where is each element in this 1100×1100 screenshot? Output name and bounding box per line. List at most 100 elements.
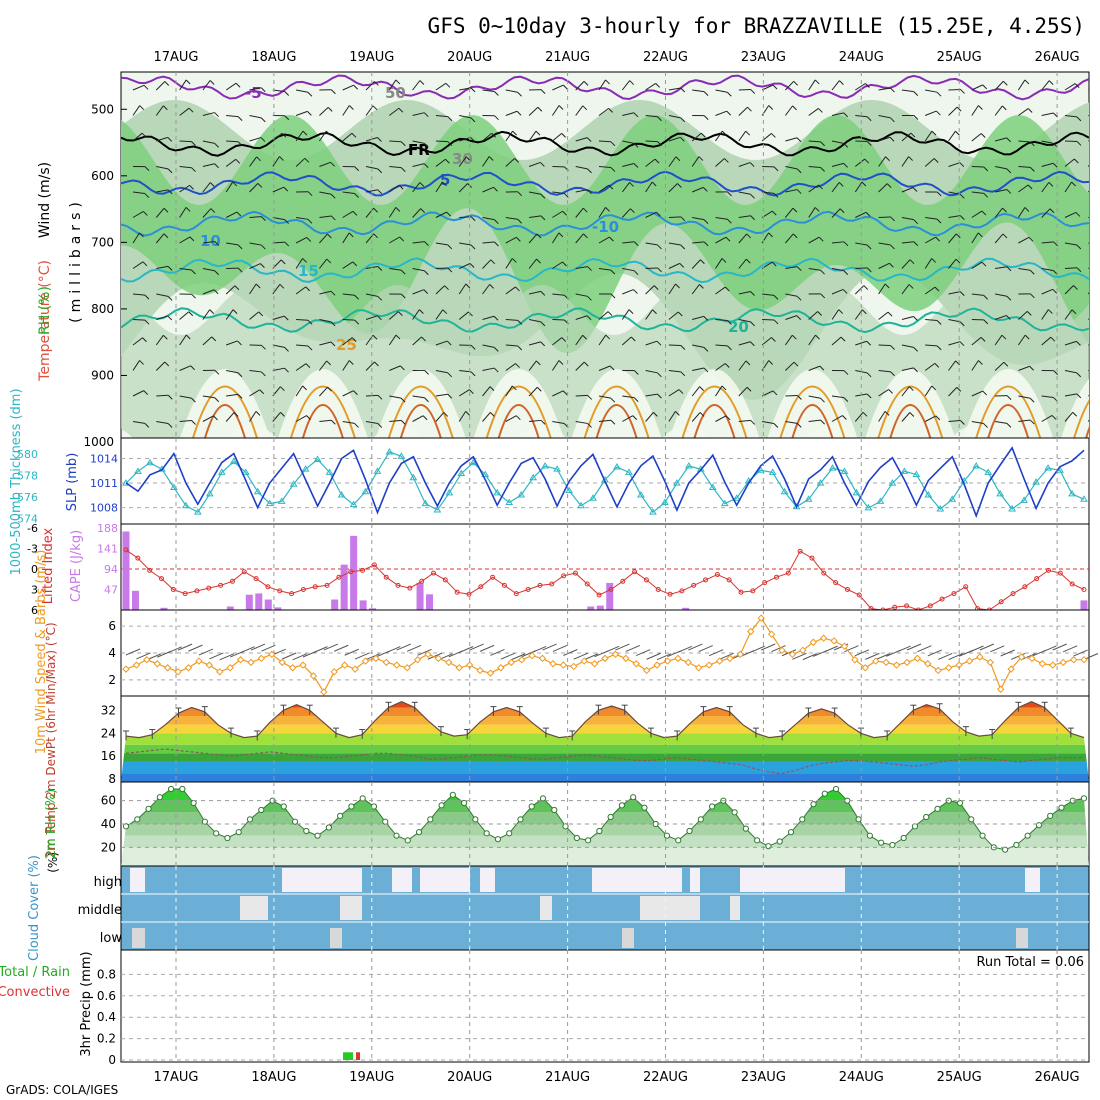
slp-tick: 1011 — [90, 477, 118, 490]
wind-barb — [272, 156, 280, 167]
wind-barb — [831, 268, 844, 272]
cape-bar — [122, 531, 130, 610]
lifted-index-marker — [371, 562, 377, 568]
wind-barb — [948, 88, 961, 91]
wind-barb-flag — [913, 115, 919, 120]
cloud-high-block — [690, 868, 700, 892]
wind-barb-flag — [633, 163, 639, 168]
lifted-index-marker — [892, 604, 898, 610]
lifted-index-marker — [478, 584, 484, 590]
wind10-barb — [136, 652, 151, 660]
wind-barb — [132, 191, 145, 195]
wind-barb-flag — [839, 80, 844, 85]
wind-barb — [295, 385, 304, 397]
wind-barb-flag — [167, 137, 173, 142]
wind-barb — [971, 133, 982, 142]
wind-barb — [645, 158, 656, 167]
wind-barb — [295, 237, 307, 244]
isotherm-label: 15 — [298, 262, 319, 280]
wind-barb-flag — [745, 130, 751, 136]
wind-barb-flag — [680, 87, 686, 93]
wind-barb-flag — [143, 390, 149, 395]
wind10-marker — [1038, 660, 1047, 668]
wind-barb — [529, 191, 541, 195]
wind-barb-flag — [447, 372, 453, 378]
lifted-index-marker — [135, 555, 141, 561]
wind-barb — [529, 319, 541, 323]
lifted-index-marker — [797, 548, 803, 554]
wind-barb-flag — [237, 372, 243, 378]
wind-barb-flag — [889, 136, 895, 142]
wind-barb — [808, 395, 821, 399]
wind10-barb — [927, 649, 943, 657]
wind-barb — [319, 161, 331, 167]
wind10-marker — [184, 664, 193, 672]
thickness-marker — [433, 506, 442, 513]
wind-barb-flag — [587, 189, 592, 195]
wind-barb — [295, 258, 304, 269]
wind-barb — [808, 140, 821, 143]
wind-barb — [156, 394, 169, 397]
temp-band — [121, 761, 1089, 774]
wind-barb — [505, 258, 513, 269]
thickness-marker — [445, 488, 454, 496]
wind-barb-flag — [817, 311, 822, 316]
wind-barb — [482, 89, 495, 93]
rh2m-marker — [134, 816, 141, 823]
wind10-barb — [677, 645, 693, 653]
wind-barb — [901, 132, 912, 142]
lifted-index-marker — [773, 574, 779, 580]
rh2m-marker — [1047, 812, 1054, 819]
wind-barb-flag — [771, 133, 776, 138]
wind-barb-flag — [562, 390, 568, 396]
wind-barb-flag — [725, 236, 731, 242]
wind-barb-flag — [284, 219, 289, 224]
rh2m-marker — [911, 823, 919, 830]
wind10-barb — [240, 646, 255, 654]
wind-barb — [435, 140, 448, 143]
wind-barb — [389, 268, 402, 271]
wind-barb-flag — [517, 91, 522, 97]
wind10-marker — [507, 658, 515, 667]
wind-barb — [226, 140, 239, 143]
cape-bar — [426, 594, 434, 610]
wind-barb — [878, 283, 886, 295]
rh2m-marker — [246, 816, 254, 823]
wind-barb — [1064, 181, 1073, 193]
lifted-index-marker — [537, 582, 543, 588]
rh2m-marker — [539, 795, 547, 802]
rh2m-marker — [506, 830, 513, 837]
wind-barb — [855, 211, 867, 218]
wind10-marker — [788, 650, 797, 659]
wind-barb-flag — [465, 411, 471, 416]
wind-barb-flag — [1051, 415, 1057, 420]
lifted-index-marker — [927, 603, 933, 609]
thickness-marker — [1044, 464, 1052, 471]
wind10-marker — [236, 656, 245, 664]
wind10-marker — [767, 630, 776, 638]
wind-barb-flag — [237, 141, 243, 147]
wind-barb — [132, 84, 145, 91]
wind-barb — [1064, 411, 1074, 422]
thickness-marker — [277, 497, 286, 504]
rh2m-marker — [551, 806, 558, 814]
wind-barb-flag — [771, 337, 776, 342]
wind-barb — [854, 158, 866, 167]
thickness-marker — [924, 491, 933, 498]
wind10-barb — [334, 644, 349, 652]
wind-barb-flag — [1053, 241, 1059, 247]
wind-barb-flag — [489, 412, 495, 417]
rh2m-marker — [280, 803, 287, 810]
rh2m-marker — [742, 825, 749, 832]
cape-bar — [596, 605, 604, 610]
lifted-index-marker — [123, 547, 129, 553]
lifted-index-marker — [726, 577, 732, 583]
wind10-barb — [917, 645, 932, 653]
wind-barb — [668, 283, 676, 295]
wind-barb-flag — [796, 423, 802, 428]
wind-barb-flag — [703, 219, 709, 224]
wind-barb — [295, 110, 308, 116]
wind-barb — [482, 315, 495, 320]
wind-barb-flag — [354, 294, 359, 300]
